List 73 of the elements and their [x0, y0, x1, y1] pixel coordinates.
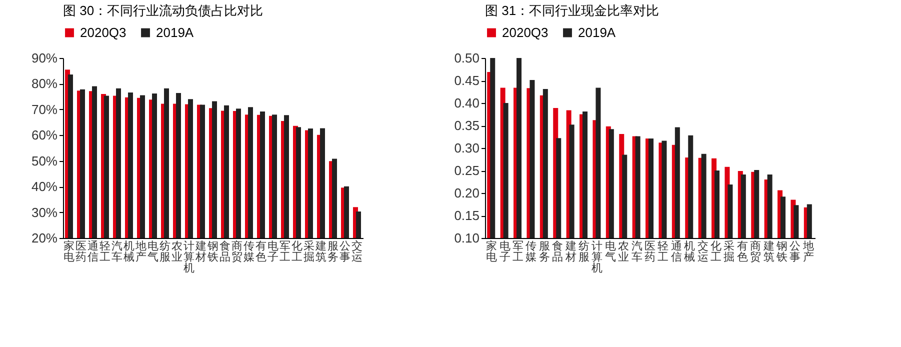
x-tick-label: 钢铁: [206, 240, 218, 264]
y-tick-label: 0.40: [454, 96, 480, 110]
x-tick-label: 纺服: [578, 240, 590, 264]
x-tick-label: 轻工: [658, 240, 669, 264]
x-tick-label: 机械: [124, 240, 134, 264]
x-tick-label: 医药: [644, 240, 656, 264]
x-tick-label: 汽车: [631, 240, 642, 264]
x-tick-label: 家电: [486, 240, 498, 264]
legend-label: 2020Q3: [80, 24, 126, 40]
y-tick-label: 80%: [31, 76, 58, 92]
legend-label: 2020Q3: [502, 24, 548, 40]
x-tick-label: 地产: [802, 240, 814, 264]
x-tick-label: 建筑: [762, 240, 774, 264]
x-tick-label: 传媒: [526, 240, 537, 264]
x-tick-label: 计算机: [184, 240, 194, 274]
y-tick-label: 0.30: [454, 140, 480, 156]
x-tick-label: 电气: [148, 240, 158, 264]
x-tick-label: 交运: [352, 240, 362, 264]
x-tick-label: 食品: [220, 240, 230, 264]
x-tick-label: 服务: [328, 240, 338, 264]
legend-label: 2019A: [578, 24, 616, 40]
y-tick-label: 0.20: [454, 186, 480, 200]
y-tick-label: 0.35: [454, 118, 480, 133]
x-tick-label: 化工: [710, 240, 722, 264]
x-tick-label: 采掘: [304, 240, 314, 264]
x-tick-label: 商贸: [232, 240, 242, 264]
x-tick-label: 农业: [172, 240, 182, 264]
x-tick-label: 服务: [538, 240, 550, 264]
x-tick-label: 通信: [88, 240, 98, 264]
x-tick-label: 农业: [618, 240, 630, 264]
y-tick-label: 0.45: [454, 73, 480, 88]
y-tick-label: 90%: [31, 50, 58, 66]
x-tick-label: 钢铁: [776, 240, 788, 264]
x-tick-label: 建材: [194, 240, 206, 264]
chart-title: 图 30：不同行业流动负债占比对比: [63, 3, 264, 18]
x-tick-label: 传媒: [244, 240, 254, 264]
y-tick-label: 0.50: [454, 50, 480, 66]
y-tick-label: 50%: [31, 153, 58, 168]
x-tick-label: 化工: [292, 240, 302, 264]
x-tick-label: 电子: [268, 240, 278, 264]
y-tick-label: 40%: [31, 179, 58, 194]
x-tick-label: 商贸: [750, 240, 762, 264]
x-tick-label: 军工: [512, 240, 524, 264]
x-tick-label: 机械: [684, 240, 696, 264]
x-tick-label: 电子: [499, 240, 510, 264]
x-tick-label: 采掘: [724, 240, 735, 264]
y-tick-label: 20%: [31, 230, 58, 246]
x-tick-label: 地产: [134, 240, 146, 264]
x-tick-label: 汽车: [112, 240, 122, 264]
x-tick-label: 电气: [604, 240, 616, 264]
y-tick-label: 0.10: [454, 230, 480, 246]
x-tick-label: 公事: [790, 240, 801, 264]
x-tick-label: 建筑: [314, 240, 326, 264]
x-tick-label: 医药: [76, 240, 86, 264]
x-tick-label: 交运: [697, 240, 708, 264]
x-tick-label: 轻工: [100, 240, 110, 264]
x-tick-label: 家电: [64, 240, 74, 264]
y-tick-label: 0.25: [454, 163, 480, 178]
y-tick-label: 70%: [31, 102, 58, 117]
x-tick-label: 公事: [340, 240, 350, 264]
legend-label: 2019A: [156, 24, 194, 40]
x-tick-label: 食品: [552, 240, 564, 264]
x-tick-label: 军工: [280, 240, 290, 264]
x-tick-label: 建材: [564, 240, 576, 264]
x-tick-label: 纺服: [160, 240, 170, 264]
x-tick-label: 通信: [670, 240, 682, 264]
x-tick-label: 计算机: [592, 240, 603, 274]
y-tick-label: 60%: [31, 128, 58, 143]
y-tick-label: 0.15: [454, 208, 480, 223]
y-tick-label: 30%: [31, 204, 58, 220]
x-tick-label: 有色: [256, 240, 266, 264]
x-tick-label: 有色: [736, 240, 748, 264]
chart-title: 图 31：不同行业现金比率对比: [485, 3, 660, 18]
